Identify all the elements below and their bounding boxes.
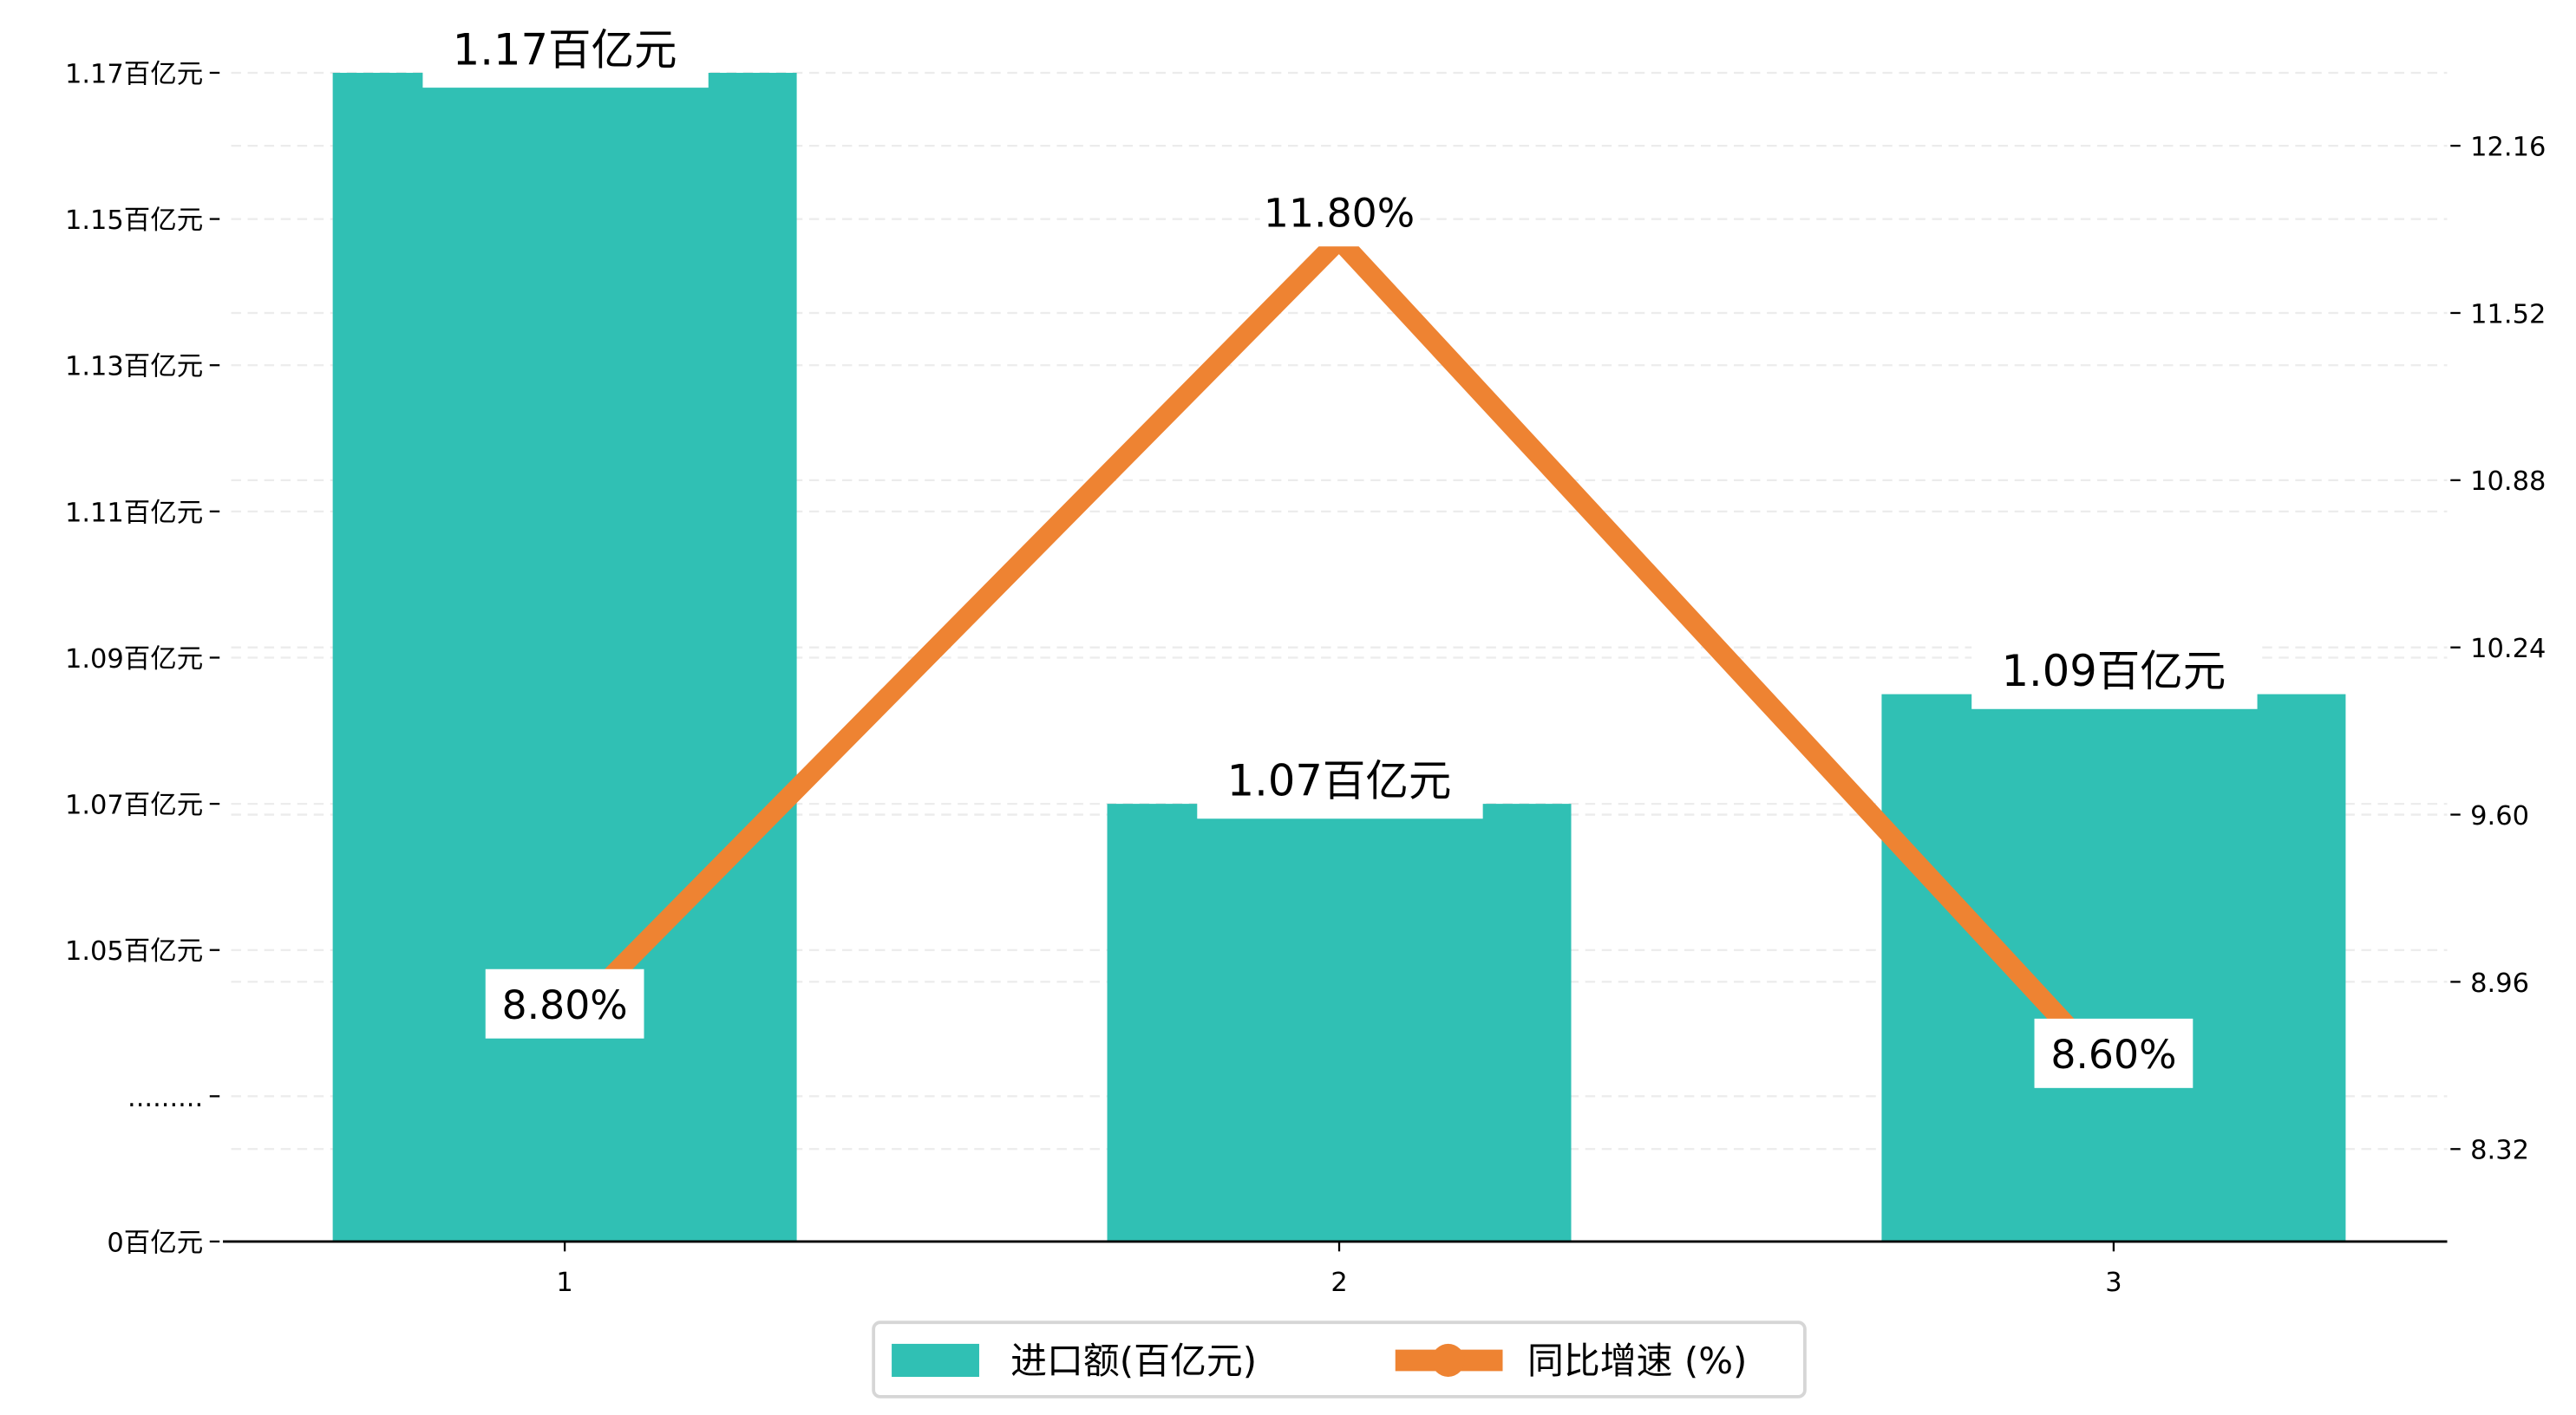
right-tick-label: 10.88 xyxy=(2470,466,2546,497)
left-tick-label: 1.17百亿元 xyxy=(65,59,203,89)
x-tick-label: 1 xyxy=(556,1268,572,1298)
line-label-bg xyxy=(485,968,644,1039)
x-tick-label: 2 xyxy=(1330,1268,1347,1298)
bar-1 xyxy=(332,72,797,1242)
left-tick-label: 1.13百亿元 xyxy=(65,352,203,382)
bar-label-bg xyxy=(1197,749,1483,819)
legend: 进口额(百亿元) 同比增速 (%) xyxy=(872,1320,1807,1399)
legend-label-growth: 同比增速 (%) xyxy=(1527,1340,1747,1382)
line-value-label: 8.80% xyxy=(502,982,628,1028)
bar-label-bg xyxy=(422,18,709,88)
line-label-bg xyxy=(2034,1018,2194,1088)
legend-label-import: 进口额(百亿元) xyxy=(1010,1340,1257,1382)
left-tick-label: ......... xyxy=(127,1083,203,1113)
legend-box xyxy=(872,1320,1807,1399)
line-value-label: 8.60% xyxy=(2050,1032,2176,1078)
legend-swatch-bar xyxy=(892,1343,979,1378)
bars xyxy=(332,72,2346,1242)
left-tick-label: 1.05百亿元 xyxy=(65,936,203,967)
right-tick-label: 12.16 xyxy=(2470,133,2546,163)
bar-value-label: 1.09百亿元 xyxy=(2002,646,2226,696)
left-tick-label: 0百亿元 xyxy=(107,1228,203,1258)
left-tick-label: 1.07百亿元 xyxy=(65,791,203,821)
left-tick-label: 1.15百亿元 xyxy=(65,205,203,236)
line-value-label: 11.80% xyxy=(1264,190,1415,236)
left-tick-label: 1.09百亿元 xyxy=(65,644,203,675)
data-labels: 1.17百亿元 1.07百亿元 1.09百亿元 8.80% 11.80% 8.60% xyxy=(422,18,2258,1088)
right-tick-label: 10.24 xyxy=(2470,634,2546,664)
legend-marker xyxy=(1431,1343,1465,1378)
right-tick-label: 9.60 xyxy=(2470,801,2529,831)
line-label-bg xyxy=(1259,177,1419,247)
left-tick-label: 1.11百亿元 xyxy=(65,498,203,528)
right-tick-label: 8.96 xyxy=(2470,968,2529,999)
right-tick-label: 8.32 xyxy=(2470,1136,2529,1166)
bar-2 xyxy=(1107,804,1572,1242)
bar-value-label: 1.17百亿元 xyxy=(453,24,677,75)
axes: 0百亿元......... 1.05百亿元 1.07百亿元 1.09百亿元 1.11百亿… xyxy=(65,59,2546,1298)
right-tick-label: 11.52 xyxy=(2470,299,2546,329)
bar-3 xyxy=(1881,694,2346,1242)
bar-label-bg xyxy=(1971,639,2258,709)
x-tick-label: 3 xyxy=(2105,1268,2122,1298)
bar-value-label: 1.07百亿元 xyxy=(1227,756,1452,806)
